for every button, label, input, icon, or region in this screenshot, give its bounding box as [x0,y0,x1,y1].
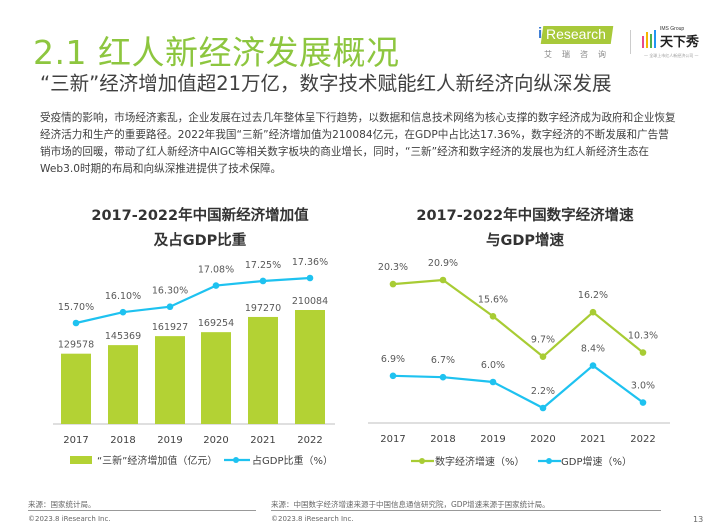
chart2-digital-growth-point [489,312,497,320]
chart1-x-tick: 2022 [297,435,322,446]
chart1-title-line2: 及占GDP比重 [153,233,247,249]
chart1-bar-label: 129578 [58,340,94,351]
chart2-gdp-growth-point [589,362,597,369]
chart2-gdp-growth-line [392,364,644,410]
copyright-right: ©2023.8 iResearch Inc. [271,515,354,523]
partner-logo: IMS Group 天下秀 — 全球上市红人新经济公司 — [640,26,706,62]
page-title: 2.1 红人新经济发展概况 [33,33,400,72]
chart1-source: 来源：国家统计局。 [28,500,96,509]
chart1-title-line1: 2017-2022年中国新经济增加值 [91,208,309,224]
partner-cn-text: 天下秀 [660,35,700,50]
page-number: 13 [693,515,704,524]
chart1-x-tick: 2018 [110,435,135,446]
chart1-bar [108,345,138,424]
chart1-bar-label: 145369 [105,331,141,342]
chart1-share-point [306,274,314,282]
logo-i: i [538,25,543,42]
chart2-digital-growth-point [389,280,397,288]
chart2-legend-gdp-marker [546,458,552,464]
chart2-title: 2017-2022年中国数字经济增速 与GDP增速 [375,204,675,254]
chart1-share-point [166,303,174,311]
chart1-x-tick: 2019 [157,435,182,446]
chart2-digital-growth-label: 15.6% [478,294,508,305]
chart2-gdp-growth-point [389,372,397,380]
chart1-bar-label: 161927 [152,322,188,333]
chart2-x-tick: 2020 [530,434,555,445]
chart2-gdp-growth-label: 6.0% [481,360,505,371]
chart2-title-line1: 2017-2022年中国数字经济增速 [416,208,634,224]
chart2-gdp-growth-point [439,373,447,381]
chart2-x-tick: 2022 [630,434,655,445]
chart2-digital-growth-label: 20.3% [378,262,408,273]
chart1-legend-line-label: 占GDP比重（%） [252,454,333,467]
chart1-share-label: 17.08% [198,265,234,276]
chart1-bar-label: 169254 [198,318,234,329]
chart2-x-tick: 2019 [480,434,505,445]
chart2-gdp-growth-label: 2.2% [531,386,555,397]
logo-divider [630,30,631,54]
body-paragraph: 受疫情的影响，市场经济紊乱，企业发展在过去几年整体呈下行趋势，以数据和信息技术网… [40,112,676,175]
chart1-bar-label: 197270 [245,303,281,314]
chart2-gdp-growth-label: 8.4% [581,344,605,355]
chart2-digital-growth-point [539,353,547,360]
chart1-x-tick: 2021 [250,435,275,446]
chart2-gdp-growth-label: 6.9% [381,354,405,365]
chart2-x-tick: 2017 [380,434,405,445]
chart1-bar [155,336,185,424]
chart1-legend-bar-swatch [70,456,92,464]
chart2-digital-growth-point [439,276,447,284]
iresearch-logo: i Research 艾瑞咨询 [536,24,616,68]
chart1-share-point [72,319,80,327]
partner-sub-text: — 全球上市红人新经济公司 — [644,53,699,58]
chart1-share-label: 16.10% [105,291,141,302]
chart1-share-point [119,308,127,316]
chart1-bar [248,316,278,424]
chart2-legend-digital-marker [419,458,425,464]
chart1-share-point [259,277,267,285]
chart2-digital-growth-label: 10.3% [628,331,658,342]
chart2-gdp-growth-point [539,404,547,412]
chart1-share-label: 17.36% [292,257,328,268]
chart1-title: 2017-2022年中国新经济增加值 及占GDP比重 [55,204,345,254]
partner-group-text: IMS Group [660,26,685,32]
footer-divider-right [271,510,661,511]
logo-cn-text: 艾瑞咨询 [544,50,616,59]
chart1-bar [201,332,231,424]
footer-divider-left [28,510,256,511]
chart1-x-tick: 2020 [203,435,228,446]
chart1-legend-bar-label: “三新”经济增加值（亿元） [97,454,217,467]
chart1-share-line [75,276,311,325]
chart2-gdp-growth-label: 6.7% [431,355,455,366]
chart2-legend-gdp-label: GDP增速（%） [561,455,632,468]
chart2-gdp-growth-point [639,399,647,406]
chart1-bar [61,353,91,424]
chart2-digital-growth-label: 20.9% [428,258,458,269]
chart2-title-line2: 与GDP增速 [485,233,565,249]
copyright-left: ©2023.8 iResearch Inc. [28,515,111,523]
chart1-share-point [212,282,220,289]
chart2-x-tick: 2021 [580,434,605,445]
chart2-gdp-growth-point [489,378,497,386]
chart2-gdp-growth-label: 3.0% [631,381,655,392]
chart1-share-label: 16.30% [152,286,188,297]
chart2-digital-growth-label: 16.2% [578,290,608,301]
chart1-x-tick: 2017 [63,435,88,446]
chart2-legend-digital-label: 数字经济增速（%） [435,455,525,468]
chart1-legend-line-marker [233,457,239,463]
chart2-x-tick: 2018 [430,434,455,445]
chart2-digital-growth-line [392,278,644,359]
chart1-bar [295,310,325,424]
page-subtitle: “三新”经济增加值超21万亿，数字技术赋能红人新经济向纵深发展 [40,72,612,95]
logo-research-text: Research [546,26,606,42]
chart2-source: 来源：中国数字经济增速来源于中国信息通信研究院，GDP增速来源于国家统计局。 [271,500,550,509]
chart1-share-label: 17.25% [245,260,281,271]
chart1-bar-label: 210084 [292,296,328,307]
chart2-digital-growth-label: 9.7% [531,335,555,346]
chart2-digital-growth-point [639,349,647,356]
chart2-digital-growth-point [589,308,597,316]
chart1-share-label: 15.70% [58,302,94,313]
